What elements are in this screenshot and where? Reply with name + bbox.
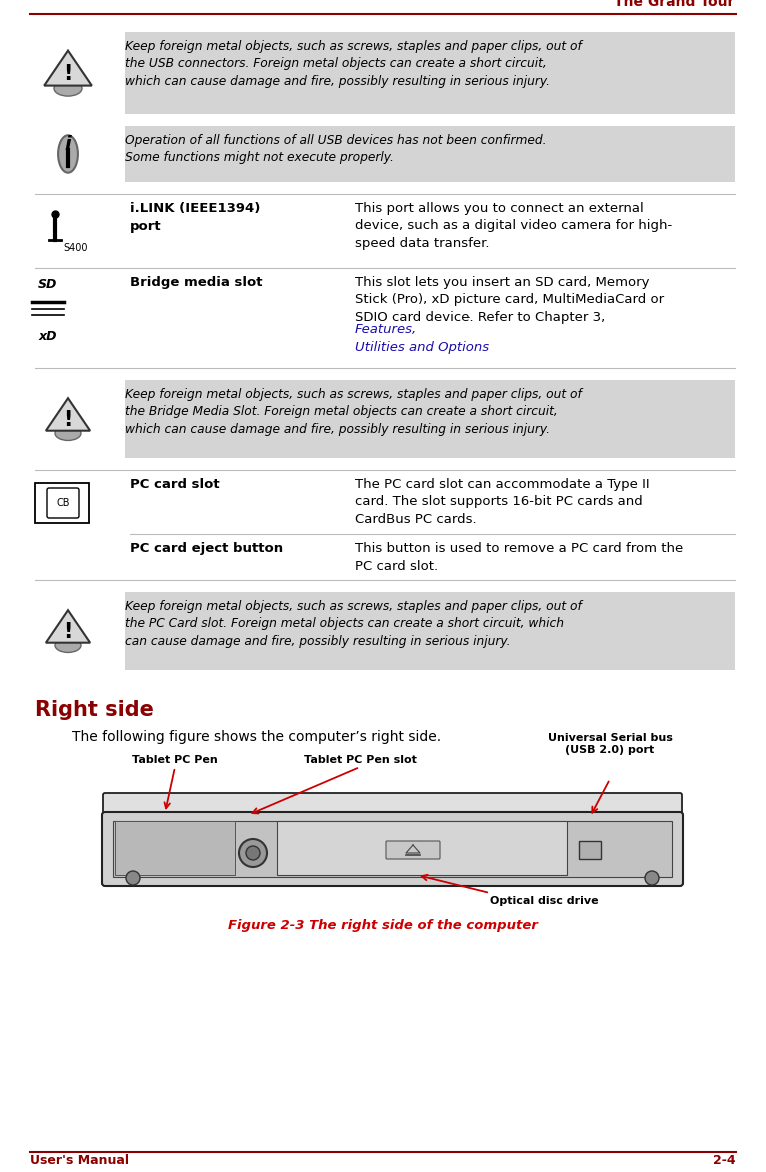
FancyBboxPatch shape (125, 127, 735, 182)
FancyBboxPatch shape (35, 483, 89, 523)
Text: This slot lets you insert an SD card, Memory
Stick (Pro), xD picture card, Multi: This slot lets you insert an SD card, Me… (355, 275, 664, 323)
Text: i: i (64, 135, 71, 154)
FancyBboxPatch shape (102, 812, 683, 886)
Text: 2-4: 2-4 (713, 1154, 736, 1167)
Text: The Grand Tour: The Grand Tour (614, 0, 734, 9)
Text: Universal Serial bus
(USB 2.0) port: Universal Serial bus (USB 2.0) port (548, 732, 673, 755)
Text: S400: S400 (63, 243, 87, 253)
Text: Keep foreign metal objects, such as screws, staples and paper clips, out of
the : Keep foreign metal objects, such as scre… (125, 40, 582, 88)
Circle shape (126, 871, 140, 885)
Polygon shape (46, 611, 90, 642)
FancyBboxPatch shape (277, 822, 567, 875)
FancyBboxPatch shape (115, 822, 235, 875)
FancyBboxPatch shape (386, 841, 440, 859)
FancyBboxPatch shape (103, 793, 682, 815)
Ellipse shape (55, 638, 81, 653)
FancyBboxPatch shape (113, 822, 672, 877)
Text: The following figure shows the computer’s right side.: The following figure shows the computer’… (72, 730, 441, 744)
FancyBboxPatch shape (125, 592, 735, 670)
FancyBboxPatch shape (579, 841, 601, 859)
Text: Optical disc drive: Optical disc drive (490, 897, 598, 906)
Text: Right side: Right side (35, 700, 154, 720)
Text: Tablet PC Pen slot: Tablet PC Pen slot (303, 755, 417, 765)
Text: Features,
Utilities and Options: Features, Utilities and Options (355, 323, 489, 354)
Text: !: ! (64, 622, 73, 642)
FancyBboxPatch shape (125, 380, 735, 458)
Text: Figure 2-3 The right side of the computer: Figure 2-3 The right side of the compute… (228, 919, 538, 932)
Ellipse shape (55, 427, 81, 441)
Text: Tablet PC Pen: Tablet PC Pen (132, 755, 218, 765)
Text: !: ! (64, 410, 73, 430)
Text: This port allows you to connect an external
device, such as a digital video came: This port allows you to connect an exter… (355, 202, 673, 250)
Polygon shape (46, 398, 90, 430)
Polygon shape (44, 50, 92, 86)
Text: PC card eject button: PC card eject button (130, 541, 283, 556)
Text: Keep foreign metal objects, such as screws, staples and paper clips, out of
the : Keep foreign metal objects, such as scre… (125, 388, 582, 436)
Text: This button is used to remove a PC card from the
PC card slot.: This button is used to remove a PC card … (355, 541, 683, 572)
Circle shape (645, 871, 659, 885)
FancyBboxPatch shape (125, 32, 735, 114)
Text: PC card slot: PC card slot (130, 478, 220, 491)
Text: Bridge media slot: Bridge media slot (130, 275, 263, 289)
Ellipse shape (58, 135, 78, 172)
Text: The PC card slot can accommodate a Type II
card. The slot supports 16-bit PC car: The PC card slot can accommodate a Type … (355, 478, 650, 526)
FancyBboxPatch shape (47, 488, 79, 518)
Text: CB: CB (56, 498, 70, 507)
Circle shape (239, 839, 267, 867)
Text: i.LINK (IEEE1394)
port: i.LINK (IEEE1394) port (130, 202, 260, 233)
Text: .: . (467, 308, 471, 321)
Ellipse shape (54, 81, 82, 96)
Text: !: ! (64, 64, 73, 84)
Circle shape (246, 846, 260, 860)
Text: Operation of all functions of all USB devices has not been confirmed.
Some funct: Operation of all functions of all USB de… (125, 134, 546, 164)
Text: xD: xD (39, 331, 57, 343)
Text: SD: SD (38, 278, 57, 291)
Text: User's Manual: User's Manual (30, 1154, 129, 1167)
Text: Keep foreign metal objects, such as screws, staples and paper clips, out of
the : Keep foreign metal objects, such as scre… (125, 600, 582, 648)
